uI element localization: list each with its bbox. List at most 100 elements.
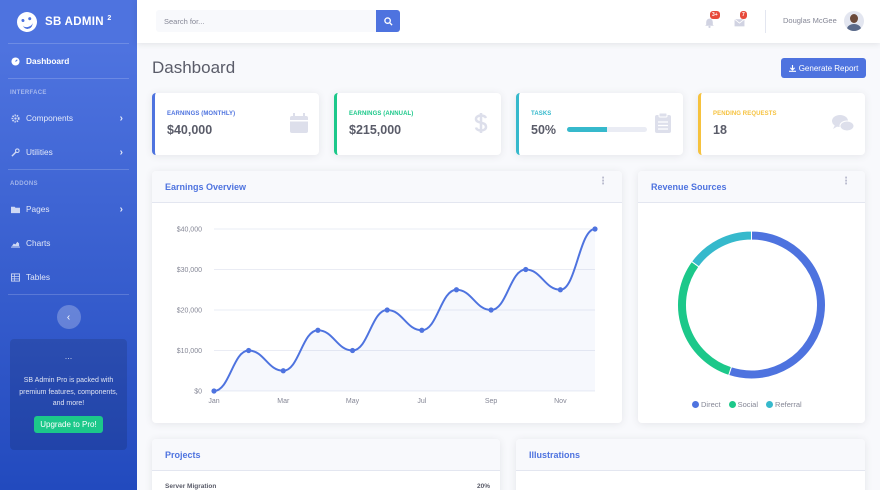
revenue-donut-chart xyxy=(677,230,826,380)
brand-name: SB ADMIN 2 xyxy=(45,15,112,28)
data-point xyxy=(488,307,494,313)
messages-dropdown[interactable]: 7 xyxy=(734,11,747,27)
progress-fill xyxy=(567,127,607,132)
card-title: Projects xyxy=(165,449,201,460)
promo-image-placeholder: ... xyxy=(64,351,73,361)
revenue-sources-card: Revenue Sources ⋮ xyxy=(638,171,865,423)
cog-icon xyxy=(11,113,20,123)
legend-swatch xyxy=(766,401,774,408)
avatar[interactable] xyxy=(844,11,864,31)
tasks-progress-bar xyxy=(567,127,647,132)
data-point xyxy=(523,266,529,273)
sidebar-item-label: Charts xyxy=(26,238,51,248)
ellipsis-vertical-icon[interactable]: ⋮ xyxy=(841,176,851,187)
envelope-icon xyxy=(734,18,745,27)
upgrade-button[interactable]: Upgrade to Pro! xyxy=(34,415,103,433)
sidebar-item-label: Utilities xyxy=(26,147,53,157)
card-title: Earnings Overview xyxy=(165,181,247,192)
search-input[interactable] xyxy=(156,10,376,32)
series-line xyxy=(213,228,596,392)
revenue-legend: Direct Social Referral xyxy=(692,400,802,409)
data-point xyxy=(280,368,286,374)
card-title: Illustrations xyxy=(529,449,581,460)
area-fill xyxy=(214,229,595,391)
x-tick-label: Jul xyxy=(417,398,426,405)
data-point xyxy=(453,287,460,293)
stat-card-earnings-annual: EARNINGS (ANNUAL) $215,000 xyxy=(334,93,501,155)
donut-slice-direct xyxy=(728,230,826,380)
clipboard-icon xyxy=(655,112,671,133)
project-row: Server Migration 20% xyxy=(165,483,490,490)
messages-badge: 7 xyxy=(740,11,747,19)
x-tick-label: Nov xyxy=(554,398,567,405)
stat-card-tasks: TASKS 50% xyxy=(516,93,683,155)
sidebar-item-label: Components xyxy=(26,113,74,123)
sidebar-divider xyxy=(8,78,129,79)
stat-value: $40,000 xyxy=(167,123,213,137)
data-point xyxy=(419,327,425,333)
folder-icon xyxy=(11,206,20,213)
tachometer-icon xyxy=(11,56,20,66)
wrench-icon xyxy=(11,147,20,157)
donut-slice-social xyxy=(677,260,733,377)
x-tick-label: Sep xyxy=(485,398,498,405)
chart-area-icon xyxy=(11,241,20,248)
card-header: Projects xyxy=(152,439,500,471)
comments-icon xyxy=(832,115,855,132)
project-percent: 20% xyxy=(476,483,490,490)
alerts-dropdown[interactable]: 3+ xyxy=(704,11,720,28)
stat-label: EARNINGS (MONTHLY) xyxy=(167,111,236,117)
data-point xyxy=(315,327,321,333)
search-icon xyxy=(383,16,393,26)
x-tick-label: May xyxy=(346,398,360,405)
card-header: Earnings Overview ⋮ xyxy=(152,171,622,203)
stat-value: 50% xyxy=(531,123,557,137)
projects-card: Projects xyxy=(152,439,500,490)
data-point xyxy=(592,226,598,232)
table-icon xyxy=(11,272,20,282)
legend-label: Referral xyxy=(775,400,802,409)
earnings-overview-card: Earnings Overview ⋮ $0 $10,000 $20,000 $30,… xyxy=(152,171,622,423)
search-form xyxy=(156,10,400,32)
legend-label: Direct xyxy=(701,400,721,409)
y-tick-label: $20,000 xyxy=(177,308,202,315)
stat-label: TASKS xyxy=(531,111,552,117)
sidebar-item-utilities[interactable]: Utilities › xyxy=(0,135,137,169)
stat-card-pending-requests: PENDING REQUESTS 18 xyxy=(698,93,865,155)
stat-value: $215,000 xyxy=(349,123,402,137)
sidebar-brand[interactable]: SB ADMIN 2 xyxy=(0,0,137,43)
data-point xyxy=(211,388,217,394)
project-name: Server Migration xyxy=(165,483,217,490)
sidebar-item-label: Tables xyxy=(26,272,50,282)
x-tick-label: Jan xyxy=(208,398,219,405)
data-point xyxy=(349,347,356,354)
legend-item-social: Social xyxy=(728,400,758,409)
promo-text: SB Admin Pro is packed with premium feat… xyxy=(19,377,118,407)
report-button-label: Generate Report xyxy=(798,63,859,73)
legend-item-direct: Direct xyxy=(692,400,721,409)
laugh-wink-icon xyxy=(14,9,40,34)
sidebar-item-dashboard[interactable]: Dashboard xyxy=(0,44,137,78)
sidebar: SB ADMIN 2 Dashboard INTERFACE Component… xyxy=(0,0,137,490)
chevron-right-icon: › xyxy=(119,146,123,158)
sidebar-divider xyxy=(8,169,129,170)
search-button[interactable] xyxy=(376,10,400,32)
generate-report-button[interactable]: Generate Report xyxy=(781,58,866,78)
sidebar-toggle-button[interactable]: ‹ xyxy=(56,305,81,329)
sidebar-item-components[interactable]: Components › xyxy=(0,101,137,135)
sidebar-item-tables[interactable]: Tables xyxy=(0,260,137,294)
donut-slice-referral xyxy=(690,230,752,268)
stat-value: 18 xyxy=(713,123,727,137)
sidebar-promo-card: ... SB Admin Pro is packed with premium … xyxy=(10,339,127,450)
x-tick-label: Mar xyxy=(277,398,290,405)
user-name[interactable]: Douglas McGee xyxy=(783,16,837,25)
y-tick-label: $40,000 xyxy=(177,227,202,234)
sidebar-item-charts[interactable]: Charts xyxy=(0,226,137,260)
data-point xyxy=(384,307,390,313)
chevron-right-icon: › xyxy=(119,112,123,124)
legend-swatch xyxy=(692,401,699,408)
sidebar-item-pages[interactable]: Pages › xyxy=(0,192,137,226)
ellipsis-vertical-icon[interactable]: ⋮ xyxy=(598,176,608,187)
topbar-divider xyxy=(765,10,766,33)
y-tick-label: $0 xyxy=(194,389,202,396)
